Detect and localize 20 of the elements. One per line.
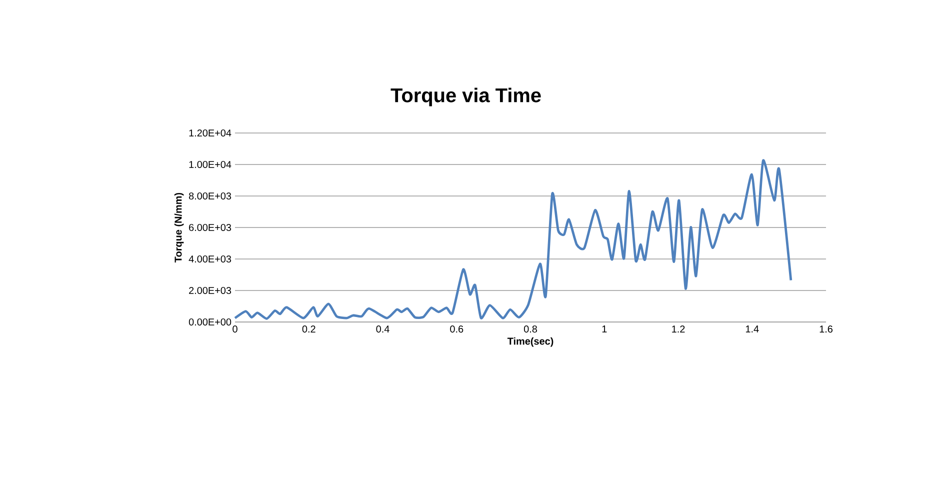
y-tick-label: 8.00E+03	[188, 192, 232, 200]
x-tick-label: 0.8	[524, 326, 537, 333]
x-tick-label: 1	[602, 326, 607, 332]
y-tick-label: 2.00E+03	[189, 286, 232, 294]
y-tick-label: 1.20E+04	[189, 129, 232, 137]
x-tick-label: 0.4	[376, 326, 390, 333]
y-tick-label: 0.00E+00	[188, 318, 232, 326]
x-tick-label: 0.2	[302, 326, 316, 333]
x-tick-label: 1.6	[820, 326, 832, 333]
x-tick-label: 0	[232, 326, 238, 333]
line-series	[234, 159, 792, 320]
y-tick-label: 6.00E+03	[189, 224, 232, 232]
x-tick-label: 0.6	[450, 326, 464, 333]
y-tick-label: 4.00E+03	[188, 255, 232, 263]
y-tick-label: 1.00E+04	[189, 160, 232, 168]
x-tick-label: 1.2	[672, 326, 685, 332]
chart-title: Torque via Time	[390, 88, 541, 106]
x-tick-label: 1.4	[746, 326, 759, 332]
y-axis-title: Torque (N/mm)	[174, 192, 184, 262]
x-axis-title: Time(sec)	[507, 337, 554, 347]
